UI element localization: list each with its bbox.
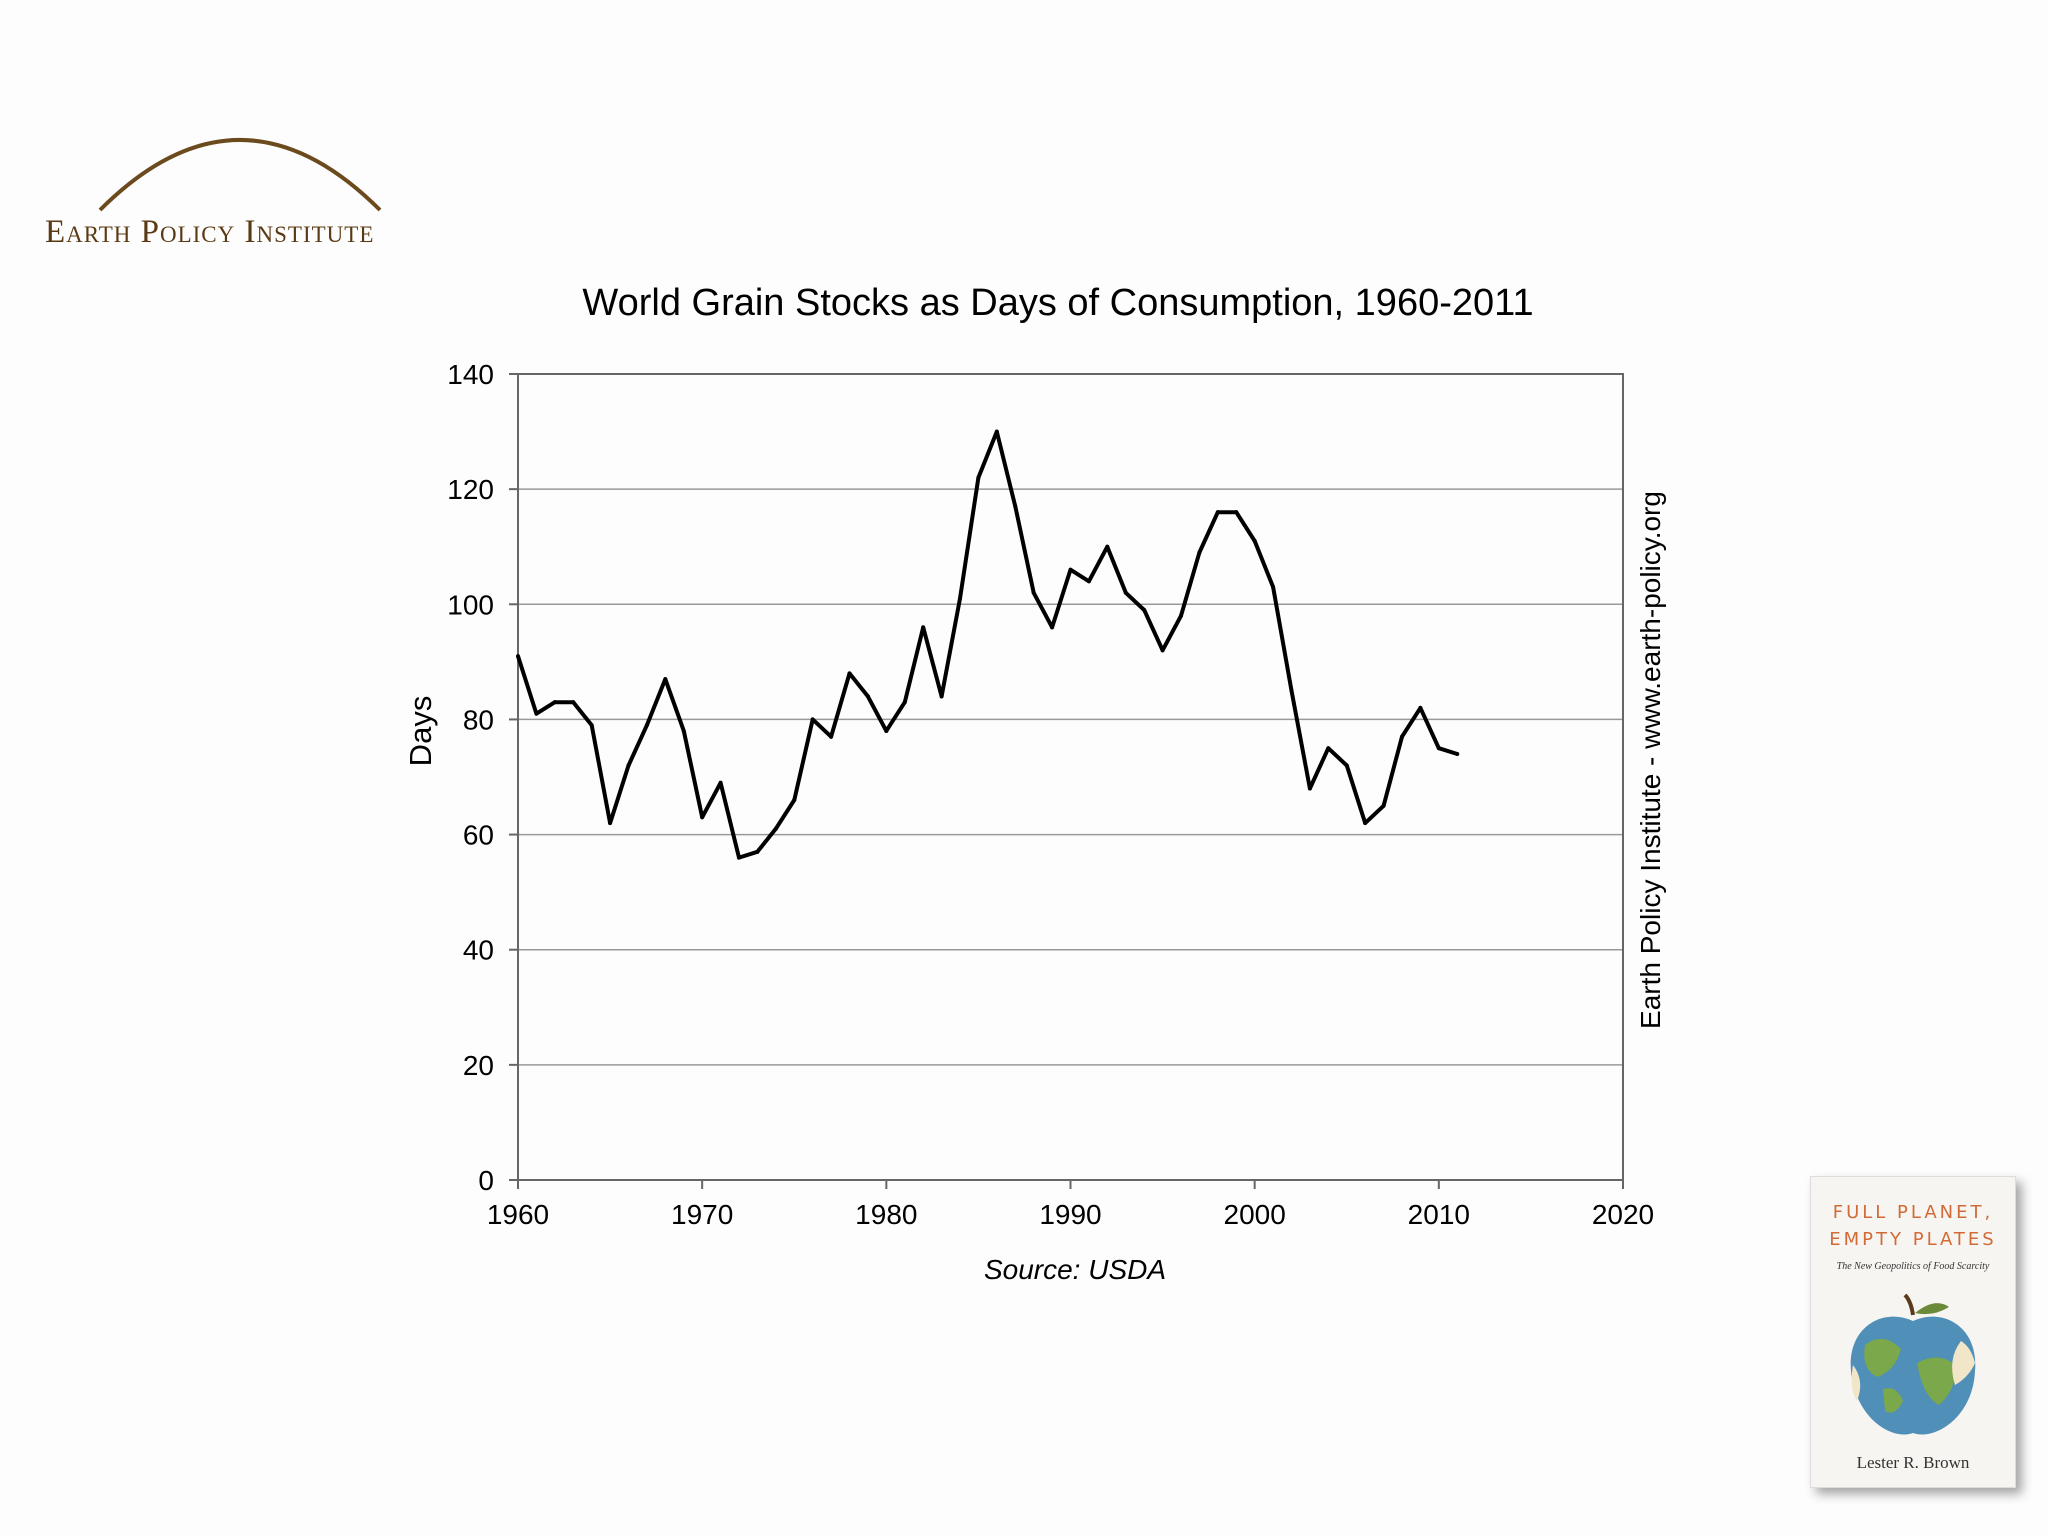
data-point-2008 <box>1400 734 1404 739</box>
y-axis-label: Days <box>403 696 438 767</box>
y-ticks: 0 20 40 60 80 100 120 140 <box>447 359 518 1196</box>
data-point-1998 <box>1215 510 1220 515</box>
x-tick-label-1970: 1970 <box>671 1199 733 1230</box>
data-point-1987 <box>1013 504 1018 509</box>
data-point-2007 <box>1381 803 1386 808</box>
data-point-1986 <box>994 429 999 434</box>
data-point-1965 <box>608 821 613 826</box>
gridlines <box>518 488 1623 1066</box>
data-point-1963 <box>571 700 576 705</box>
x-tick-label-1990: 1990 <box>1039 1199 1101 1230</box>
y-tick-label-40: 40 <box>463 935 494 966</box>
earth-policy-institute-logo: Earth Policy Institute <box>45 138 382 250</box>
data-point-1980 <box>884 728 889 733</box>
x-tick-label-2010: 2010 <box>1408 1199 1470 1230</box>
data-point-1973 <box>755 849 760 854</box>
data-point-2002 <box>1289 688 1294 693</box>
data-point-1984 <box>958 596 962 601</box>
data-point-1985 <box>976 475 981 480</box>
logo-text: Earth Policy Institute <box>45 214 374 250</box>
data-point-1993 <box>1123 590 1128 595</box>
watermark-text: Earth Policy Institute - www.earth-polic… <box>1635 491 1666 1029</box>
plot-area <box>517 373 1624 1181</box>
data-point-1989 <box>1050 625 1055 630</box>
data-point-2005 <box>1344 763 1349 768</box>
data-point-1992 <box>1105 544 1110 549</box>
data-point-1968 <box>663 677 668 682</box>
data-point-1962 <box>552 700 557 705</box>
chart-title: World Grain Stocks as Days of Consumptio… <box>582 282 1533 324</box>
grain-stocks-line <box>516 429 1458 860</box>
data-point-1999 <box>1234 510 1239 515</box>
data-point-1961 <box>534 711 539 716</box>
data-point-1995 <box>1160 648 1165 653</box>
data-point-1981 <box>902 700 907 705</box>
book-title: FULL PLANET, EMPTY PLATES <box>1829 1202 1997 1250</box>
x-tick-label-2000: 2000 <box>1224 1199 1286 1230</box>
data-point-1982 <box>921 625 926 630</box>
data-point-2009 <box>1418 705 1423 710</box>
y-tick-label-60: 60 <box>463 820 494 851</box>
data-points <box>516 429 1460 860</box>
data-point-1977 <box>829 734 834 739</box>
data-point-1974 <box>773 826 778 831</box>
data-point-1996 <box>1179 613 1183 618</box>
data-point-1964 <box>589 723 594 728</box>
book-subtitle: The New Geopolitics of Food Scarcity <box>1836 1261 1990 1272</box>
data-point-1983 <box>939 694 944 699</box>
data-point-1979 <box>865 694 870 699</box>
data-point-1960 <box>516 654 520 659</box>
book-cover: FULL PLANET, EMPTY PLATES The New Geopol… <box>1810 1176 2016 1488</box>
data-point-1972 <box>737 855 741 860</box>
data-point-2010 <box>1436 746 1441 751</box>
y-tick-label-120: 120 <box>447 474 494 505</box>
y-tick-label-80: 80 <box>463 704 494 735</box>
data-point-1969 <box>681 728 686 733</box>
y-tick-label-100: 100 <box>447 589 494 620</box>
data-point-1997 <box>1197 550 1202 555</box>
y-tick-label-0: 0 <box>478 1165 494 1196</box>
data-point-1970 <box>700 815 705 820</box>
apple-globe-icon <box>1850 1293 1976 1435</box>
data-point-1991 <box>1086 579 1091 584</box>
data-point-1966 <box>626 763 631 768</box>
y-tick-label-140: 140 <box>447 359 494 390</box>
data-point-2001 <box>1271 585 1276 590</box>
data-point-1976 <box>810 717 815 722</box>
x-tick-label-1960: 1960 <box>487 1199 549 1230</box>
y-tick-label-20: 20 <box>463 1050 494 1081</box>
book-author: Lester R. Brown <box>1856 1453 1970 1472</box>
x-tick-label-2020: 2020 <box>1592 1199 1654 1230</box>
data-point-2006 <box>1363 821 1368 826</box>
x-tick-label-1980: 1980 <box>855 1199 917 1230</box>
data-point-1967 <box>644 723 649 728</box>
data-point-1975 <box>792 798 797 803</box>
data-point-1978 <box>847 671 852 676</box>
logo-arc <box>98 138 382 212</box>
data-point-1988 <box>1031 590 1036 595</box>
data-point-1971 <box>718 780 723 785</box>
data-point-2000 <box>1252 538 1257 543</box>
data-point-2004 <box>1326 746 1331 751</box>
data-point-1994 <box>1142 608 1147 613</box>
data-point-2003 <box>1307 786 1312 791</box>
x-ticks: 1960 1970 1980 1990 2000 2010 2020 <box>487 1180 1654 1230</box>
source-note: Source: USDA <box>984 1254 1166 1285</box>
data-point-2011 <box>1455 751 1460 756</box>
data-point-1990 <box>1068 567 1073 572</box>
